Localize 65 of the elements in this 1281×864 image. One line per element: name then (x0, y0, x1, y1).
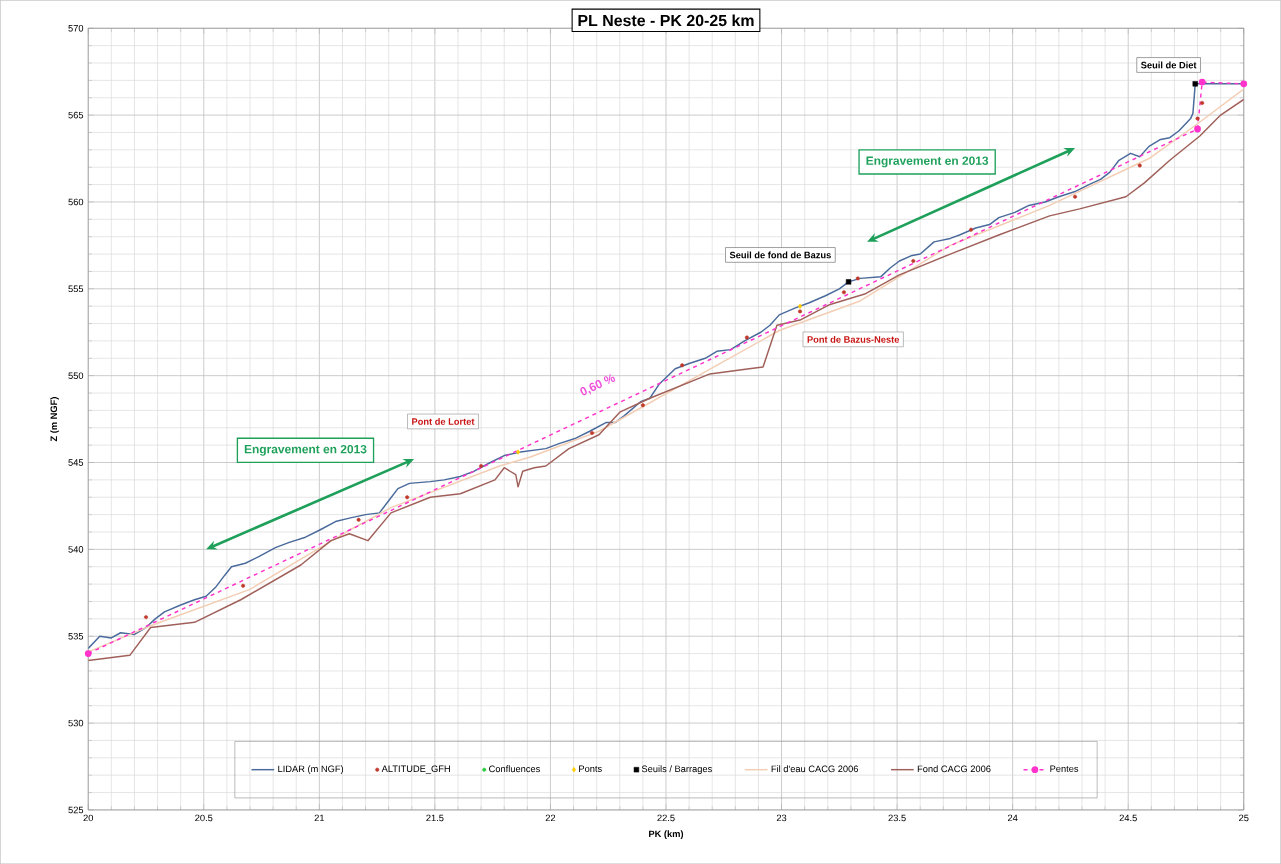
x-tick-label: 20 (83, 814, 94, 822)
point (84, 650, 92, 657)
point (1137, 163, 1142, 168)
legend-label: LIDAR (m NGF) (278, 765, 344, 774)
point (1195, 116, 1200, 121)
y-axis-title: Z (m NGF) (50, 397, 59, 442)
point (1192, 81, 1198, 87)
point (1240, 80, 1248, 88)
annotation: Seuil de fond de Bazus (729, 251, 831, 259)
point (1073, 194, 1078, 199)
y-tick-label: 530 (68, 719, 84, 727)
x-tick-label: 24 (1007, 814, 1018, 822)
point (356, 517, 361, 522)
point (590, 430, 595, 435)
point (1200, 100, 1205, 105)
point (841, 290, 846, 295)
annotation: Seuil de Diet (1141, 61, 1197, 69)
y-tick-label: 570 (68, 24, 84, 32)
legend-label: Seuils / Barrages (641, 765, 712, 774)
point (405, 495, 410, 500)
legend-label: Fil d'eau CACG 2006 (771, 765, 858, 773)
point (969, 227, 974, 232)
legend-label: Confluences (489, 765, 540, 773)
point (845, 279, 852, 285)
point (798, 309, 803, 314)
y-tick-label: 525 (68, 806, 84, 814)
legend-label: Fond CACG 2006 (917, 765, 991, 773)
point (479, 463, 484, 468)
x-tick-label: 25 (1239, 814, 1249, 822)
x-tick-label: 21.5 (426, 814, 444, 822)
point (241, 583, 246, 588)
annotation: Pont de Bazus-Neste (807, 335, 900, 343)
point (855, 276, 860, 281)
y-tick-label: 545 (68, 459, 84, 466)
point (680, 363, 685, 368)
y-tick-label: 535 (68, 632, 84, 640)
x-axis-title: PK (km) (649, 830, 684, 839)
x-tick-label: 21 (314, 814, 325, 822)
legend-label: Ponts (579, 765, 602, 772)
legend-label: Pentes (1050, 765, 1079, 772)
chart-title: PL Neste - PK 20-25 km (578, 14, 754, 27)
point (744, 335, 749, 340)
y-tick-label: 555 (68, 285, 84, 292)
x-tick-label: 23.5 (888, 814, 906, 822)
y-tick-label: 560 (68, 198, 84, 206)
point (516, 449, 521, 455)
point (797, 303, 803, 309)
x-tick-label: 23 (776, 814, 787, 822)
annotation: Pont de Lortet (412, 417, 475, 425)
point (144, 615, 148, 620)
point (1194, 125, 1201, 133)
point (1198, 78, 1206, 86)
annotation: Engravement en 2013 (244, 444, 367, 456)
y-tick-label: 540 (68, 546, 84, 553)
x-tick-label: 24.5 (1119, 814, 1137, 822)
x-tick-label: 22 (545, 814, 556, 822)
x-tick-label: 22.5 (657, 814, 675, 822)
y-tick-label: 550 (68, 372, 84, 379)
legend-label: ALTITUDE_GFH (381, 765, 450, 774)
point (640, 403, 645, 408)
x-tick-label: 20.5 (195, 814, 213, 822)
point (911, 258, 916, 263)
y-tick-label: 565 (68, 111, 84, 119)
annotation: 0,60 % (580, 373, 616, 396)
annotation: Engravement en 2013 (866, 156, 989, 168)
